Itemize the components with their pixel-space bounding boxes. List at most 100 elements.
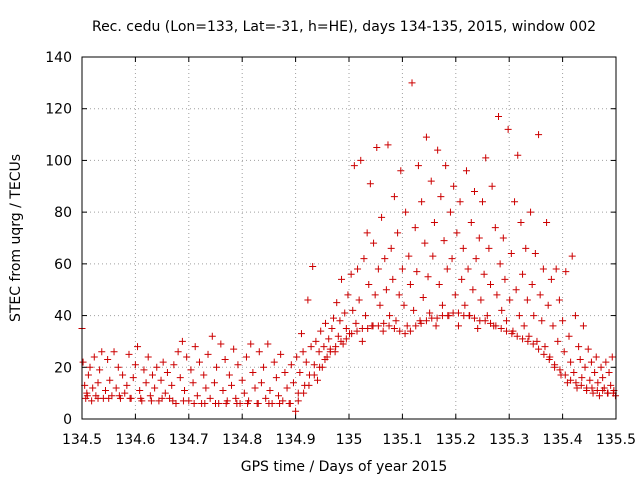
data-point [230,345,238,353]
data-point [147,397,155,405]
data-point [547,275,555,283]
data-point [515,312,523,320]
data-point [208,332,216,340]
data-point [493,291,501,299]
data-point [370,239,378,247]
data-point [204,350,212,358]
data-point [151,384,159,392]
grid [82,57,616,419]
data-point [360,255,368,263]
data-point [153,363,161,371]
data-point [83,392,91,400]
data-point [398,265,406,273]
data-point [317,327,325,335]
data-point [296,368,304,376]
data-point [110,348,118,356]
data-point [330,314,338,322]
data-point [299,348,307,356]
data-point [418,198,426,206]
data-point [169,397,177,405]
data-point [519,270,527,278]
data-point [384,141,392,149]
data-point [556,366,564,374]
data-point [114,363,122,371]
x-tick-label: 134.6 [115,432,155,448]
data-point [277,350,285,358]
data-point [462,167,470,175]
data-point [536,291,544,299]
data-point [94,379,102,387]
data-point [376,301,384,309]
data-points [78,79,619,415]
data-point [98,348,106,356]
data-point [344,291,352,299]
data-point [336,317,344,325]
data-point [461,301,469,309]
data-point [562,268,570,276]
data-point [217,340,225,348]
x-axis: 134.5 134.6 134.7 134.8 134.9 135 135.1 135.2 13… [62,57,636,448]
data-point [599,374,607,382]
data-point [251,384,259,392]
data-point [591,368,599,376]
data-point [264,340,272,348]
data-point [371,291,379,299]
data-point [352,319,360,327]
data-point [90,353,98,361]
data-point [276,399,284,407]
data-point [520,322,528,330]
y-tick-label: 60 [54,257,72,273]
data-point [504,125,512,133]
y-tick-label: 20 [54,360,72,376]
data-point [470,314,478,322]
data-point [84,371,92,379]
data-point [89,384,97,392]
data-point [142,379,150,387]
data-point [608,353,616,361]
data-point [443,265,451,273]
data-point [427,177,435,185]
data-point [307,343,315,351]
data-point [535,131,543,139]
data-point [402,208,410,216]
data-point [496,260,504,268]
data-point [146,392,154,400]
data-point [435,281,443,289]
y-tick-label: 80 [54,205,72,221]
data-point [519,335,527,343]
y-axis: 0 20 40 60 80 100 120 140 [45,50,616,428]
data-point [219,387,227,395]
data-point [168,381,176,389]
data-point [446,208,454,216]
data-point [570,368,578,376]
data-point [513,332,521,340]
data-point [202,384,210,392]
data-point [94,394,102,402]
data-point [517,218,525,226]
data-point [588,384,596,392]
data-point [300,389,308,397]
data-point [458,275,466,283]
data-point [373,144,381,151]
data-point [286,399,294,407]
data-point [424,273,432,281]
chart-title: Rec. cedu (Lon=133, Lat=-31, h=HE), days… [92,19,596,35]
data-point [487,281,495,289]
data-point [134,343,142,351]
data-point [387,244,395,252]
data-point [485,244,493,252]
data-point [525,332,533,340]
data-point [394,229,402,237]
data-point [381,255,389,263]
data-point [221,356,229,364]
data-point [470,187,478,195]
data-point [602,358,610,366]
data-point [225,371,233,379]
data-point [362,312,370,320]
data-point [265,399,273,407]
data-point [255,348,263,356]
data-point [442,162,450,170]
data-point [539,265,547,273]
data-point [444,312,452,320]
data-point [125,350,133,358]
